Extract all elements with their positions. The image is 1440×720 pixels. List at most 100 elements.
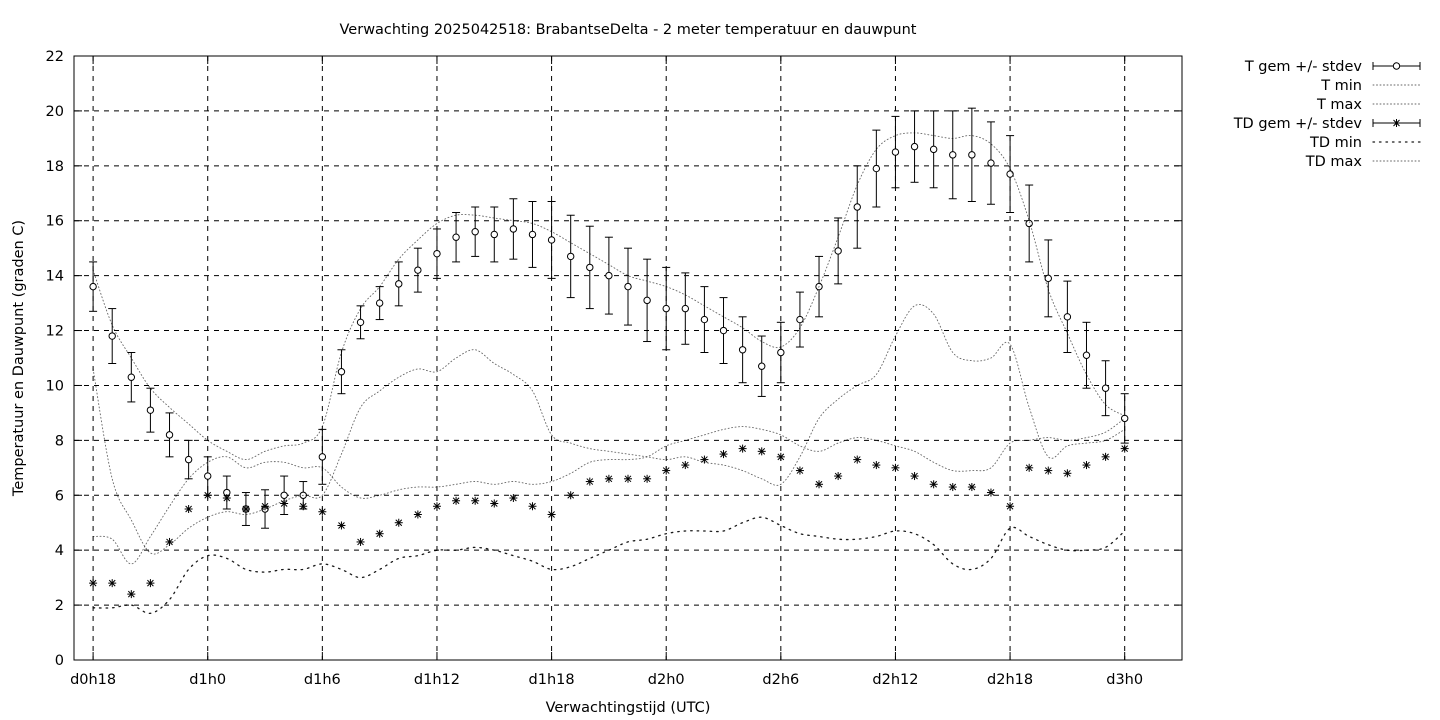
data-point <box>242 505 250 513</box>
data-point <box>1063 313 1072 321</box>
x-axis-label: Verwachtingstijd (UTC) <box>546 700 711 716</box>
data-point <box>223 494 231 502</box>
y-tick-label: 22 <box>46 49 64 65</box>
data-point <box>509 225 518 233</box>
data-point <box>1025 219 1033 228</box>
line-t-min <box>92 304 1126 555</box>
data-point <box>872 461 880 469</box>
data-point <box>433 249 441 258</box>
data-point <box>796 467 804 474</box>
data-point <box>911 472 918 480</box>
data-point <box>643 475 651 483</box>
line-td-min <box>92 516 1126 614</box>
data-point <box>739 445 746 452</box>
data-point <box>834 472 842 480</box>
legend-label-t-gem-stdev: T gem +/- stdev <box>1244 59 1363 75</box>
data-point <box>701 456 708 463</box>
data-point <box>471 497 479 505</box>
data-point <box>1102 453 1109 461</box>
data-point <box>528 230 537 239</box>
data-point <box>414 266 422 274</box>
data-point <box>929 145 938 154</box>
y-tick-label: 10 <box>46 378 64 394</box>
data-point <box>1120 414 1129 423</box>
data-point <box>662 467 670 474</box>
data-point <box>1101 384 1110 392</box>
data-point <box>1121 445 1129 452</box>
data-point <box>566 252 575 261</box>
grid <box>74 56 1182 660</box>
data-point <box>738 346 747 354</box>
data-point <box>987 159 995 167</box>
legend-label-td-gem-stdev: TD gem +/- stdev <box>1233 116 1363 132</box>
data-point <box>452 233 460 241</box>
x-tick-label: d2h0 <box>648 672 685 688</box>
data-point <box>1064 469 1071 477</box>
legend-label-td-max: TD max <box>1305 154 1363 170</box>
data-point <box>318 508 326 516</box>
data-point <box>987 489 995 496</box>
x-tick-label: d3h0 <box>1106 672 1143 688</box>
data-point <box>395 280 403 288</box>
y-tick-label: 14 <box>46 269 64 285</box>
data-point <box>796 315 804 324</box>
y-tick-label: 12 <box>46 324 64 340</box>
data-point <box>108 579 116 587</box>
data-point <box>376 530 384 538</box>
data-point <box>605 271 613 280</box>
data-point <box>280 491 288 499</box>
data-point <box>357 538 364 546</box>
x-tick-label: d2h12 <box>872 672 918 688</box>
data-point <box>853 456 861 463</box>
plot-frame <box>73 55 1183 661</box>
data-point <box>758 362 766 370</box>
data-point <box>89 579 97 587</box>
data-point <box>853 203 861 211</box>
data-point <box>681 461 689 469</box>
data-point <box>719 326 728 335</box>
data-point <box>395 519 403 527</box>
series-t-gem-stdev <box>89 107 1129 529</box>
data-point <box>490 230 498 239</box>
data-point <box>949 483 957 491</box>
data-point <box>1083 461 1090 469</box>
data-point <box>930 480 938 488</box>
data-point <box>815 480 823 488</box>
data-point <box>624 475 632 483</box>
axis-ticks: 0 2 4 6 8 10 12 14 16 18 20 22 d0h18 d1h0 d1h6 d1h12 d1h… <box>46 49 1182 688</box>
data-point <box>586 478 594 485</box>
chart-title: Verwachting 2025042518: BrabantseDelta -… <box>340 22 917 38</box>
data-point <box>452 497 460 505</box>
data-point <box>681 304 690 313</box>
y-tick-label: 2 <box>55 598 64 614</box>
y-tick-label: 4 <box>55 543 64 559</box>
x-tick-label: d0h18 <box>70 672 116 688</box>
data-point <box>1044 274 1052 283</box>
data-point <box>1025 464 1033 472</box>
data-point <box>758 447 766 455</box>
data-point <box>261 502 269 510</box>
y-tick-label: 0 <box>55 653 64 669</box>
data-point <box>586 263 594 272</box>
data-point <box>299 502 307 510</box>
data-point <box>777 453 785 461</box>
data-point <box>204 491 212 499</box>
data-point <box>1006 170 1014 178</box>
data-point <box>127 373 136 381</box>
x-tick-label: d1h0 <box>189 672 226 688</box>
data-point <box>1044 467 1052 474</box>
legend-label-t-min: T min <box>1320 78 1362 94</box>
data-point <box>166 538 173 546</box>
legend-label-t-max: T max <box>1316 97 1362 113</box>
data-point <box>184 455 193 464</box>
data-point <box>318 453 327 461</box>
line-td-max <box>92 417 1126 565</box>
data-point <box>89 282 97 291</box>
data-point <box>204 472 212 480</box>
data-point <box>337 368 346 376</box>
data-point <box>280 500 288 507</box>
data-point <box>1006 502 1014 510</box>
x-tick-label: d1h18 <box>529 672 575 688</box>
data-point <box>892 464 899 472</box>
data-point <box>414 511 422 518</box>
